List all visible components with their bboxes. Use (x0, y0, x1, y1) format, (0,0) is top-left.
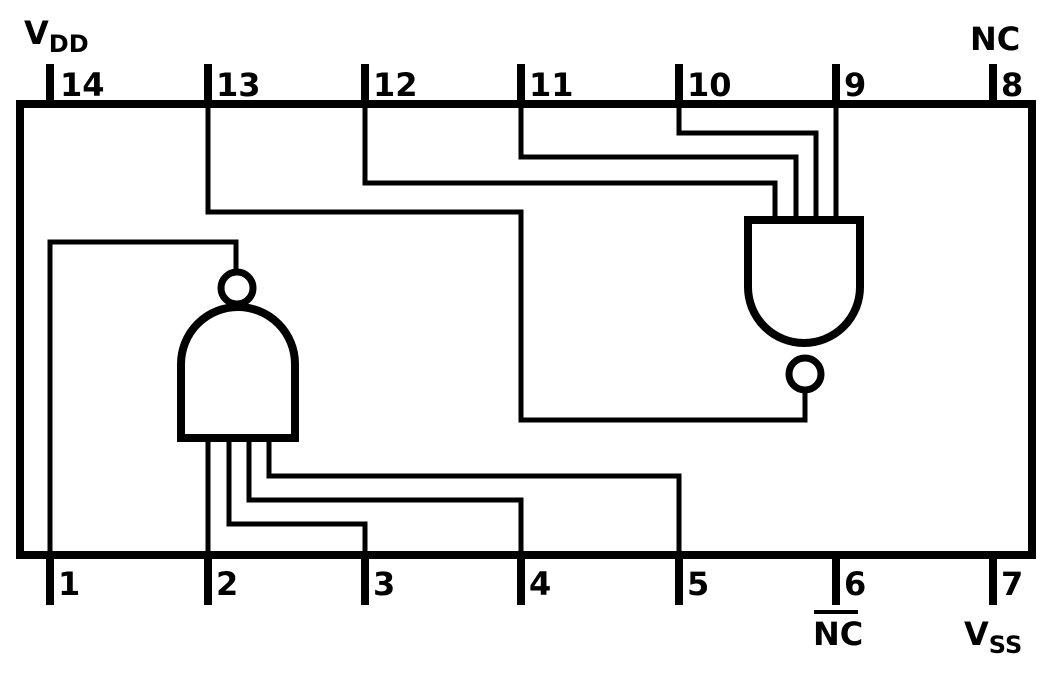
pin-number-1: 1 (58, 565, 80, 603)
wire-gate2-input-pin-12 (362, 101, 778, 223)
pin-number-14: 14 (60, 66, 105, 104)
wire-gate2-output-to-pin-13 (205, 101, 808, 423)
vdd-label: VDD (24, 14, 89, 58)
pin-number-10: 10 (687, 66, 732, 104)
nc-label-pin-6: NC (813, 615, 863, 653)
nand-gate-2 (744, 216, 864, 347)
pin-number-9: 9 (844, 66, 866, 104)
pin-number-2: 2 (216, 565, 238, 603)
wire-gate2-input-pin-10 (676, 101, 819, 223)
wire-gate1-output-to-pin-1 (47, 239, 239, 558)
wire-gate2-input-pin-11 (518, 101, 799, 223)
pin-number-3: 3 (373, 565, 395, 603)
nand-gate-1-inverter-bubble (217, 268, 257, 308)
pin-number-12: 12 (373, 66, 418, 104)
nc-label-pin-8: NC (970, 20, 1020, 58)
wire-gate1-input-pin-3 (226, 435, 368, 558)
pin-number-4: 4 (529, 565, 551, 603)
pin-number-8: 8 (1001, 66, 1023, 104)
wire-gate1-input-pin-5 (266, 435, 682, 558)
nand-gate-2-inverter-bubble (785, 354, 825, 394)
vss-label: VSS (964, 615, 1022, 659)
pin-number-6: 6 (844, 565, 866, 603)
wire-gate1-input-pin-4 (246, 435, 524, 558)
nand-gate-1 (177, 303, 299, 442)
pin-number-5: 5 (687, 565, 709, 603)
pin-number-7: 7 (1001, 565, 1023, 603)
pin-number-11: 11 (529, 66, 574, 104)
ic-package-outline (16, 100, 1036, 559)
pin-number-13: 13 (216, 66, 261, 104)
